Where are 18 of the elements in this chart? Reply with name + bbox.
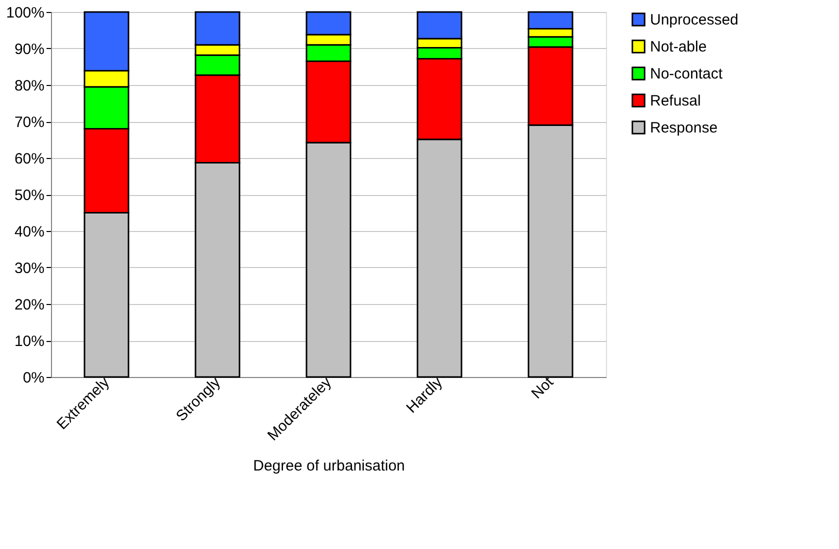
y-tick-label: 30% [14, 260, 44, 277]
y-tick-label: 50% [14, 187, 44, 204]
y-tick-label: 60% [14, 150, 44, 168]
y-tick-label: 70% [14, 114, 44, 131]
y-tick-label: 100% [6, 4, 44, 22]
y-tick-label: 0% [22, 370, 44, 386]
legend-label: No-contact [650, 66, 724, 82]
y-tick-label: 40% [14, 224, 44, 240]
y-tick-label: 90% [14, 41, 44, 58]
legend-label: Not-able [650, 38, 707, 56]
x-axis-title: Degree of urbanisation [253, 458, 405, 475]
y-tick-label: 80% [14, 78, 44, 94]
legend-label: Refusal [650, 92, 701, 110]
legend-label: Response [650, 120, 718, 136]
legend-label: Unprocessed [650, 12, 738, 28]
y-tick-label: 20% [14, 296, 44, 314]
x-tick-label: Not [528, 373, 558, 402]
y-tick-label: 10% [14, 333, 44, 350]
